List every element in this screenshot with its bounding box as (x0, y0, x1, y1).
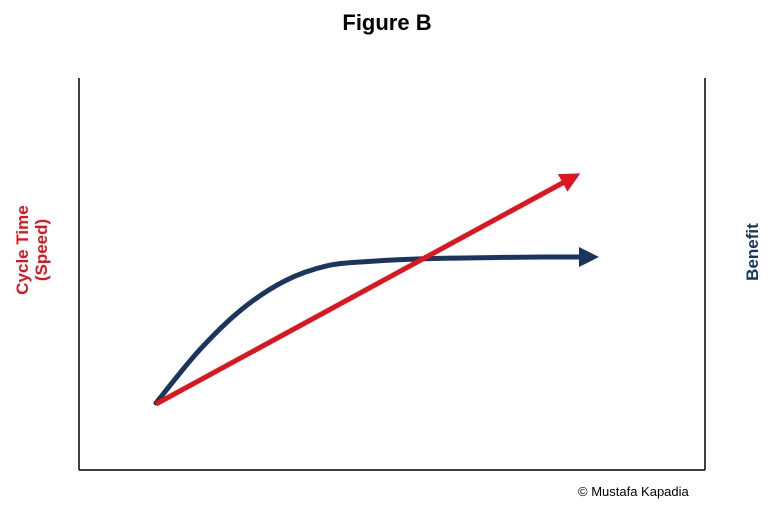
benefit-series-line (153, 254, 588, 406)
cycle-time-arrow-head (557, 173, 581, 192)
chart-title: Figure B (342, 10, 432, 35)
benefit-arrow-head (579, 247, 599, 267)
cycle-time-series-line (154, 177, 570, 407)
copyright-text: © Mustafa Kapadia (578, 484, 689, 499)
